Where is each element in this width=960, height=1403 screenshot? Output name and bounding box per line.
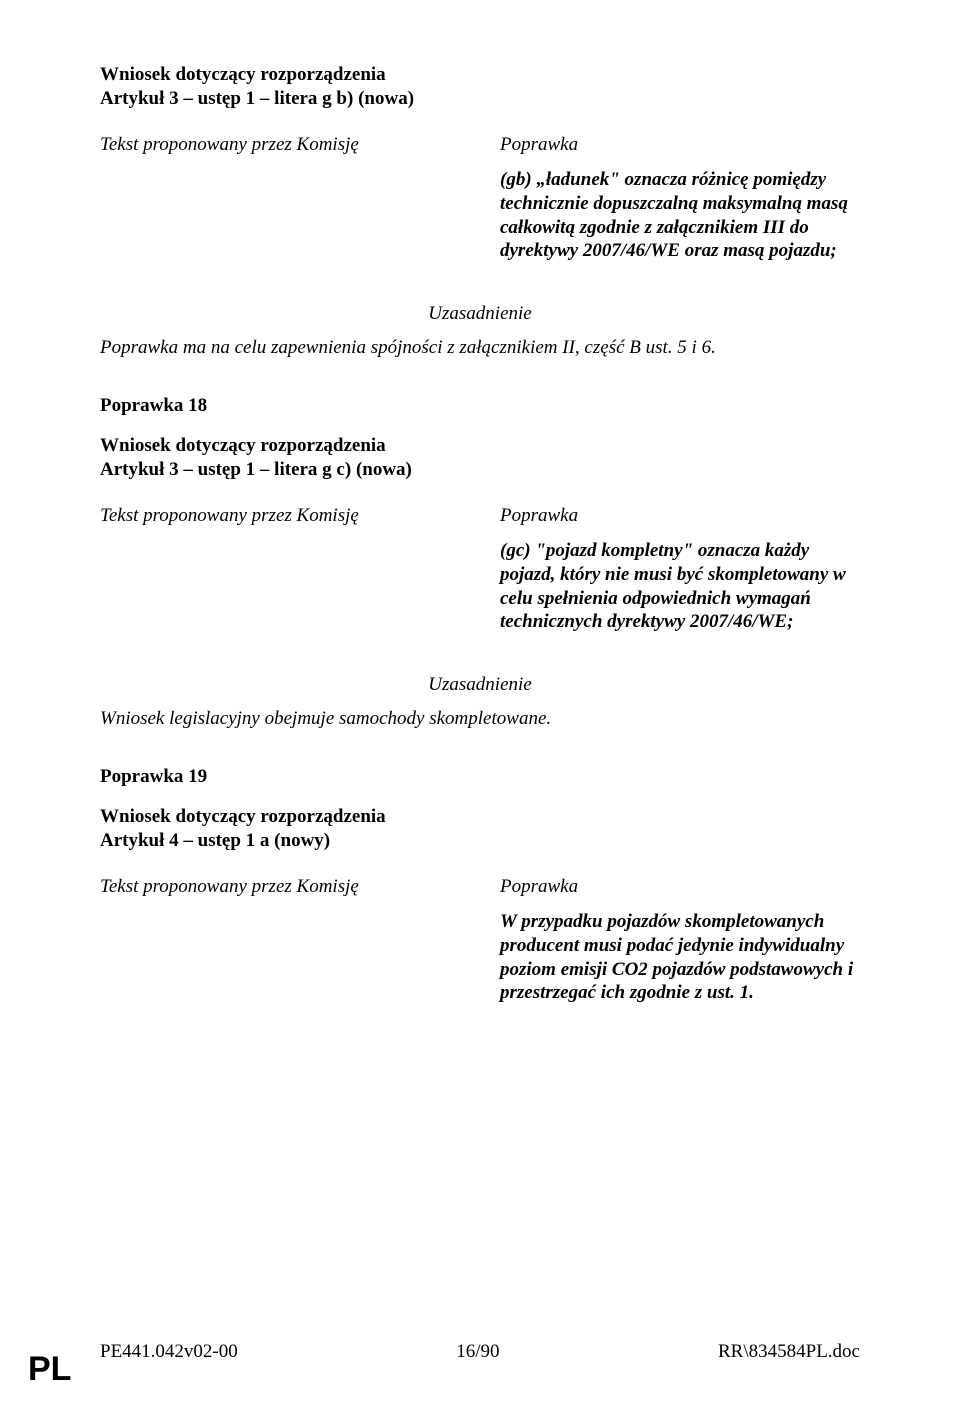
amend18-right-header: Poprawka [500, 505, 860, 527]
amend19-label: Poprawka 19 [100, 766, 860, 788]
footer-center: 16/90 [456, 1341, 499, 1363]
page: Wniosek dotyczący rozporządzenia Artykuł… [0, 0, 960, 1403]
amend19-right-header: Poprawka [500, 876, 860, 898]
amend18-request: Wniosek dotyczący rozporządzenia [100, 435, 860, 457]
amend17-justif-label: Uzasadnienie [100, 303, 860, 325]
amend18-col-left: Tekst proponowany przez Komisję [100, 505, 480, 634]
footer-left: PE441.042v02-00 [100, 1341, 238, 1363]
amend18-left-header: Tekst proponowany przez Komisję [100, 505, 460, 527]
amend17-article: Artykuł 3 – ustęp 1 – litera g b) (nowa) [100, 88, 860, 110]
footer-right: RR\834584PL.doc [718, 1341, 860, 1363]
amend18-label: Poprawka 18 [100, 395, 860, 417]
language-label: PL [28, 1350, 71, 1389]
amend17-right-header: Poprawka [500, 134, 860, 156]
amend19-col-right: Poprawka W przypadku pojazdów skompletow… [480, 876, 860, 1005]
amend17-body: (gb) „ładunek" oznacza różnicę pomiędzy … [500, 168, 860, 263]
amend19-article: Artykuł 4 – ustęp 1 a (nowy) [100, 830, 860, 852]
amend19-col-left: Tekst proponowany przez Komisję [100, 876, 480, 1005]
amend17-justif-text: Poprawka ma na celu zapewnienia spójnośc… [100, 337, 860, 359]
amend17-request: Wniosek dotyczący rozporządzenia [100, 64, 860, 86]
amend19-body: W przypadku pojazdów skompletowanych pro… [500, 910, 860, 1005]
amend19-left-header: Tekst proponowany przez Komisję [100, 876, 460, 898]
amend18-justif-text: Wniosek legislacyjny obejmuje samochody … [100, 708, 860, 730]
amend17-columns: Tekst proponowany przez Komisję Poprawka… [100, 134, 860, 263]
amend18-body: (gc) "pojazd kompletny" oznacza każdy po… [500, 539, 860, 634]
amend19-columns: Tekst proponowany przez Komisję Poprawka… [100, 876, 860, 1005]
amend18-col-right: Poprawka (gc) "pojazd kompletny" oznacza… [480, 505, 860, 634]
amend18-justif-label: Uzasadnienie [100, 674, 860, 696]
page-footer: PE441.042v02-00 16/90 RR\834584PL.doc [100, 1341, 860, 1363]
amend18-article: Artykuł 3 – ustęp 1 – litera g c) (nowa) [100, 459, 860, 481]
amend17-col-left: Tekst proponowany przez Komisję [100, 134, 480, 263]
amend17-left-header: Tekst proponowany przez Komisję [100, 134, 460, 156]
amend18-columns: Tekst proponowany przez Komisję Poprawka… [100, 505, 860, 634]
amend19-request: Wniosek dotyczący rozporządzenia [100, 806, 860, 828]
amend17-col-right: Poprawka (gb) „ładunek" oznacza różnicę … [480, 134, 860, 263]
